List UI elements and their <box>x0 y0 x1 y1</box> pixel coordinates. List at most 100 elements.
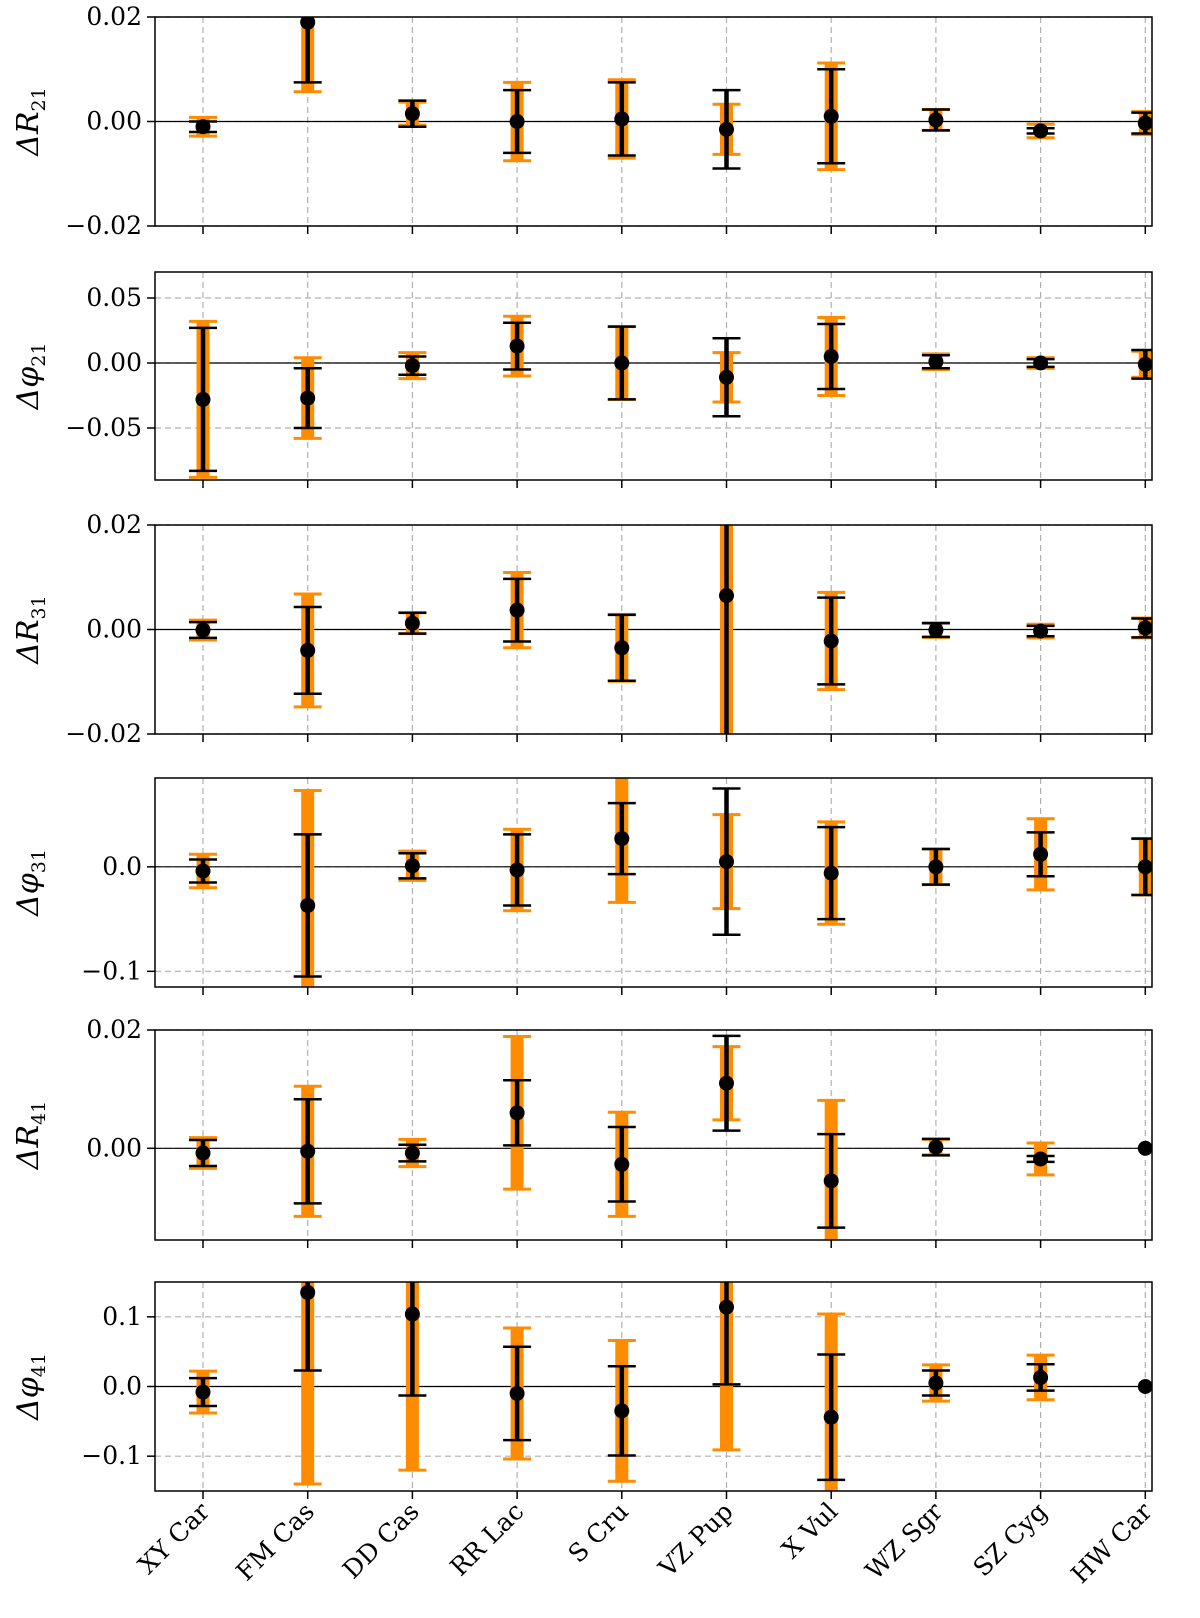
xtick-label: XY Car <box>132 1497 215 1580</box>
data-point <box>1033 123 1049 139</box>
marks-2 <box>189 314 1152 479</box>
xtick-label: SZ Cyg <box>967 1497 1052 1582</box>
data-point <box>928 1139 944 1155</box>
panel-1: −0.02 0.00 0.02 ΔR21 <box>11 2 1153 240</box>
data-point <box>1137 115 1152 131</box>
data-point <box>195 622 211 638</box>
marks-1 <box>189 17 1152 172</box>
data-point <box>1033 846 1049 862</box>
marks-4 <box>189 778 1152 987</box>
data-point <box>823 865 839 881</box>
xtick-label: VZ Pup <box>652 1497 738 1583</box>
panel-3: −0.02 0.00 0.02 ΔR31 <box>11 510 1153 748</box>
data-point <box>719 121 734 137</box>
data-point <box>1137 1140 1152 1156</box>
data-point <box>300 897 316 913</box>
marks-6 <box>189 1282 1152 1491</box>
data-point <box>614 831 630 847</box>
xtick-label: WZ Sgr <box>860 1497 948 1585</box>
data-point <box>195 863 211 879</box>
marks-5 <box>189 1034 1152 1240</box>
xtick-label: DD Cas <box>337 1497 425 1585</box>
data-point <box>928 354 944 370</box>
data-point <box>195 119 211 135</box>
data-point <box>1033 1369 1049 1385</box>
data-point <box>300 1284 316 1300</box>
data-point <box>1137 1379 1152 1394</box>
ytick-label: 0.05 <box>86 283 142 312</box>
data-point <box>300 390 316 406</box>
data-point <box>719 854 734 870</box>
xtick-label: S Cru <box>562 1497 634 1569</box>
marks-3 <box>189 525 1152 734</box>
data-point <box>1137 356 1152 372</box>
ytick-label: 0.1 <box>102 1302 142 1331</box>
ytick-label: 0.02 <box>86 2 142 31</box>
data-point <box>614 1156 630 1172</box>
data-point <box>1137 859 1152 875</box>
ytick-label: 0.00 <box>86 1133 142 1162</box>
data-point <box>404 858 420 874</box>
ytick-label: 0.00 <box>86 107 142 136</box>
data-point <box>404 615 420 631</box>
data-point <box>1033 355 1049 371</box>
axes-frame <box>154 271 1153 481</box>
data-point <box>823 633 839 649</box>
data-point <box>300 1143 316 1159</box>
data-point <box>509 602 525 618</box>
ylabel-2: Δφ21 <box>11 343 50 411</box>
ytick-label: 0.0 <box>102 852 142 881</box>
panel-2: −0.05 0.00 0.05 Δφ21 <box>11 271 1153 488</box>
data-point <box>719 1075 734 1091</box>
panel-6: −0.1 0.0 0.1 Δφ41 <box>11 1281 1153 1499</box>
ylabel-4: Δφ31 <box>11 849 50 917</box>
ylabel-6: Δφ41 <box>11 1353 50 1421</box>
data-point <box>509 1105 525 1121</box>
xtick-label: FM Cas <box>230 1497 320 1587</box>
ytick-label: −0.02 <box>65 719 142 748</box>
data-point <box>614 640 630 656</box>
data-point <box>300 17 316 30</box>
panel-5: 0.00 0.02 ΔR41 <box>11 1015 1153 1248</box>
data-point <box>928 112 944 128</box>
data-point <box>404 1306 420 1322</box>
ylabel-1: ΔR21 <box>11 87 50 156</box>
xtick-label: X Vul <box>776 1497 843 1564</box>
data-point <box>300 642 316 658</box>
ytick-label: −0.02 <box>65 211 142 240</box>
data-point <box>928 859 944 875</box>
axes-frame <box>154 777 1153 988</box>
data-point <box>1033 623 1049 639</box>
data-point <box>928 622 944 638</box>
data-point <box>719 369 734 385</box>
ylabel-3: ΔR31 <box>11 595 50 664</box>
ytick-label: −0.1 <box>81 956 142 985</box>
data-point <box>719 588 734 604</box>
data-point <box>509 114 525 129</box>
ytick-label: 0.02 <box>86 510 142 539</box>
data-point <box>1033 1151 1049 1167</box>
xtick-label: HW Car <box>1065 1497 1157 1589</box>
data-point <box>823 1409 839 1425</box>
ytick-label: 0.00 <box>86 615 142 644</box>
data-point <box>404 106 420 122</box>
data-point <box>404 1145 420 1161</box>
data-point <box>719 1299 734 1315</box>
data-point <box>823 108 839 124</box>
xtick-label: RR Lac <box>444 1497 529 1582</box>
data-point <box>823 349 839 364</box>
ytick-label: −0.05 <box>65 413 142 442</box>
ylabel-5: ΔR41 <box>11 1101 50 1170</box>
ytick-label: 0.00 <box>86 348 142 377</box>
data-point <box>195 391 211 407</box>
panel-4: −0.1 0.0 Δφ31 <box>11 777 1153 995</box>
ytick-label: −0.1 <box>81 1441 142 1470</box>
data-point <box>404 358 420 374</box>
data-point <box>509 862 525 878</box>
data-point <box>614 111 630 127</box>
data-point <box>1137 620 1152 636</box>
ytick-label: 0.0 <box>102 1372 142 1401</box>
data-point <box>614 355 630 371</box>
data-point <box>195 1145 211 1161</box>
